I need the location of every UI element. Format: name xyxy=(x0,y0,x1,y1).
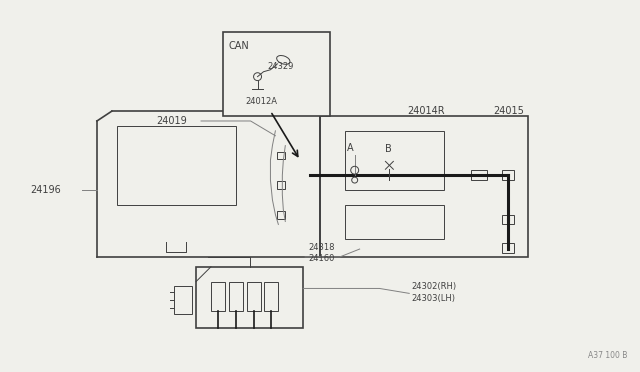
Bar xyxy=(196,267,303,328)
Bar xyxy=(502,170,515,180)
Bar xyxy=(345,205,444,239)
Text: 24015: 24015 xyxy=(493,106,524,116)
Text: 24303(LH): 24303(LH) xyxy=(412,294,455,303)
Bar xyxy=(470,170,486,180)
Text: 24318: 24318 xyxy=(308,243,335,251)
Bar xyxy=(277,211,285,218)
Bar xyxy=(264,282,278,311)
Text: 24160: 24160 xyxy=(308,254,335,263)
Bar xyxy=(345,131,444,190)
Text: 24329: 24329 xyxy=(268,62,294,71)
Bar xyxy=(277,181,285,189)
Text: A37 100 B: A37 100 B xyxy=(588,351,627,360)
Bar xyxy=(277,151,285,160)
Text: CAN: CAN xyxy=(228,41,250,51)
Text: 24302(RH): 24302(RH) xyxy=(412,282,456,291)
Text: 24019: 24019 xyxy=(156,116,187,126)
Text: A: A xyxy=(347,142,353,153)
Text: 24196: 24196 xyxy=(31,185,61,195)
Bar xyxy=(116,126,236,205)
Bar xyxy=(502,215,515,224)
Bar xyxy=(174,286,192,314)
Bar xyxy=(223,32,330,116)
Text: 24014R: 24014R xyxy=(407,106,445,116)
Bar xyxy=(320,116,528,257)
Bar xyxy=(228,282,243,311)
Bar xyxy=(246,282,260,311)
Bar xyxy=(502,243,515,253)
Bar xyxy=(211,282,225,311)
Text: B: B xyxy=(385,144,392,154)
Text: 24012A: 24012A xyxy=(246,97,278,106)
